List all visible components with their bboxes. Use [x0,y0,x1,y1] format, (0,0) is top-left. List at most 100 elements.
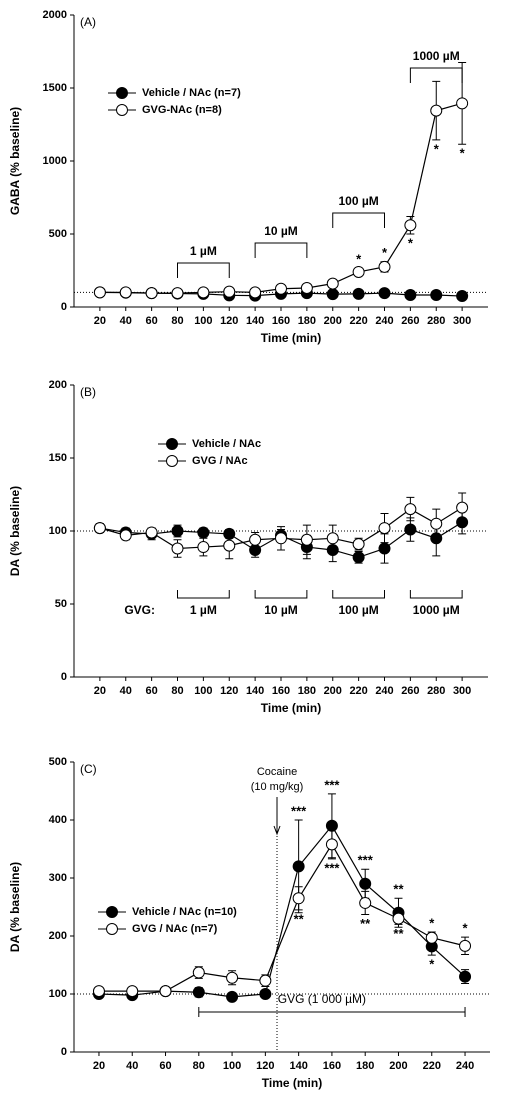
y-axis-label: DA (% baseline) [8,862,22,952]
data-point [404,523,417,536]
arrow-label: Cocaine [257,766,297,778]
data-point [226,971,239,984]
x-tick-label: 20 [94,685,106,697]
data-point [404,289,417,302]
significance-mark: * [434,141,440,156]
significance-mark: ** [294,911,305,926]
x-tick-label: 300 [453,315,471,327]
y-tick-label: 500 [49,756,67,768]
x-tick-label: 100 [194,315,212,327]
significance-mark: * [460,146,466,161]
x-tick-label: 120 [220,685,238,697]
legend-label: GVG / NAc (n=7) [132,923,218,935]
data-point [275,282,287,295]
y-tick-label: 300 [49,872,67,884]
data-point [456,516,469,529]
legend-marker [166,455,178,467]
data-point [456,97,469,110]
legend-marker [166,438,178,450]
y-axis-label: DA (% baseline) [8,486,22,576]
x-tick-label: 220 [423,1060,441,1072]
data-point [430,289,443,302]
x-axis-label: Time (min) [261,331,321,345]
y-tick-label: 500 [49,228,67,240]
data-point [259,974,272,987]
bracket [409,67,463,83]
data-point [145,526,158,539]
x-tick-label: 80 [171,685,183,697]
data-point [197,526,210,539]
data-point [359,877,372,890]
data-point [171,287,184,300]
data-point [430,517,443,530]
y-tick-label: 200 [49,379,67,391]
data-point [456,501,469,514]
legend-marker [116,104,128,116]
legend-label: GVG / NAc [192,455,248,467]
bracket-label: 10 µM [264,603,298,617]
data-point [352,551,365,564]
data-point [275,532,287,545]
data-point [119,529,132,542]
legend-marker [106,906,118,918]
data-point [92,985,105,998]
x-tick-label: 220 [349,315,367,327]
x-tick-label: 60 [146,685,158,697]
panel-label: (B) [80,385,96,399]
x-tick-label: 60 [159,1060,171,1072]
data-point [300,282,313,295]
x-tick-label: 160 [272,315,290,327]
data-point [192,966,205,979]
data-point [404,219,417,232]
data-point [326,532,339,545]
x-tick-label: 40 [120,685,132,697]
y-tick-label: 1500 [43,82,67,94]
data-point [159,985,172,998]
significance-mark: * [429,915,435,930]
data-point [93,522,106,535]
x-tick-label: 120 [220,315,238,327]
data-point [352,287,365,300]
data-point [378,522,391,535]
data-point [325,819,338,832]
arrow-label: (10 mg/kg) [251,781,304,793]
x-tick-label: 20 [93,1060,105,1072]
data-point [326,288,339,301]
panel-label: (A) [80,15,96,29]
data-point [226,990,239,1003]
panel-label: (C) [80,762,97,776]
x-tick-label: 140 [246,315,264,327]
data-point [292,892,305,905]
significance-mark: *** [324,860,340,875]
data-point [192,986,205,999]
data-point [259,988,272,1000]
x-tick-label: 100 [223,1060,241,1072]
legend-label: Vehicle / NAc (n=7) [142,87,241,99]
bracket [409,590,463,599]
x-tick-label: 220 [349,685,367,697]
significance-mark: *** [358,853,374,868]
y-tick-label: 0 [61,671,67,683]
bracket [332,212,385,228]
bracket-label: 10 µM [264,224,298,238]
bracket-label: 100 µM [338,603,378,617]
treatment-bar [198,1007,466,1017]
legend-label: Vehicle / NAc [192,438,261,450]
data-point [459,939,472,952]
series-line [99,102,463,294]
data-point [300,533,313,546]
legend-label: Vehicle / NAc (n=10) [132,906,237,918]
y-tick-label: 400 [49,814,67,826]
legend-marker [106,923,118,935]
data-point [378,287,391,300]
data-point [126,985,139,998]
data-point [325,838,338,851]
data-point [197,286,210,299]
x-tick-label: 40 [120,315,132,327]
bracket-label: 1 µM [190,244,217,258]
data-point [223,539,236,552]
data-point [249,543,262,556]
data-point [326,543,339,556]
data-point [145,287,158,300]
significance-mark: *** [291,803,307,818]
